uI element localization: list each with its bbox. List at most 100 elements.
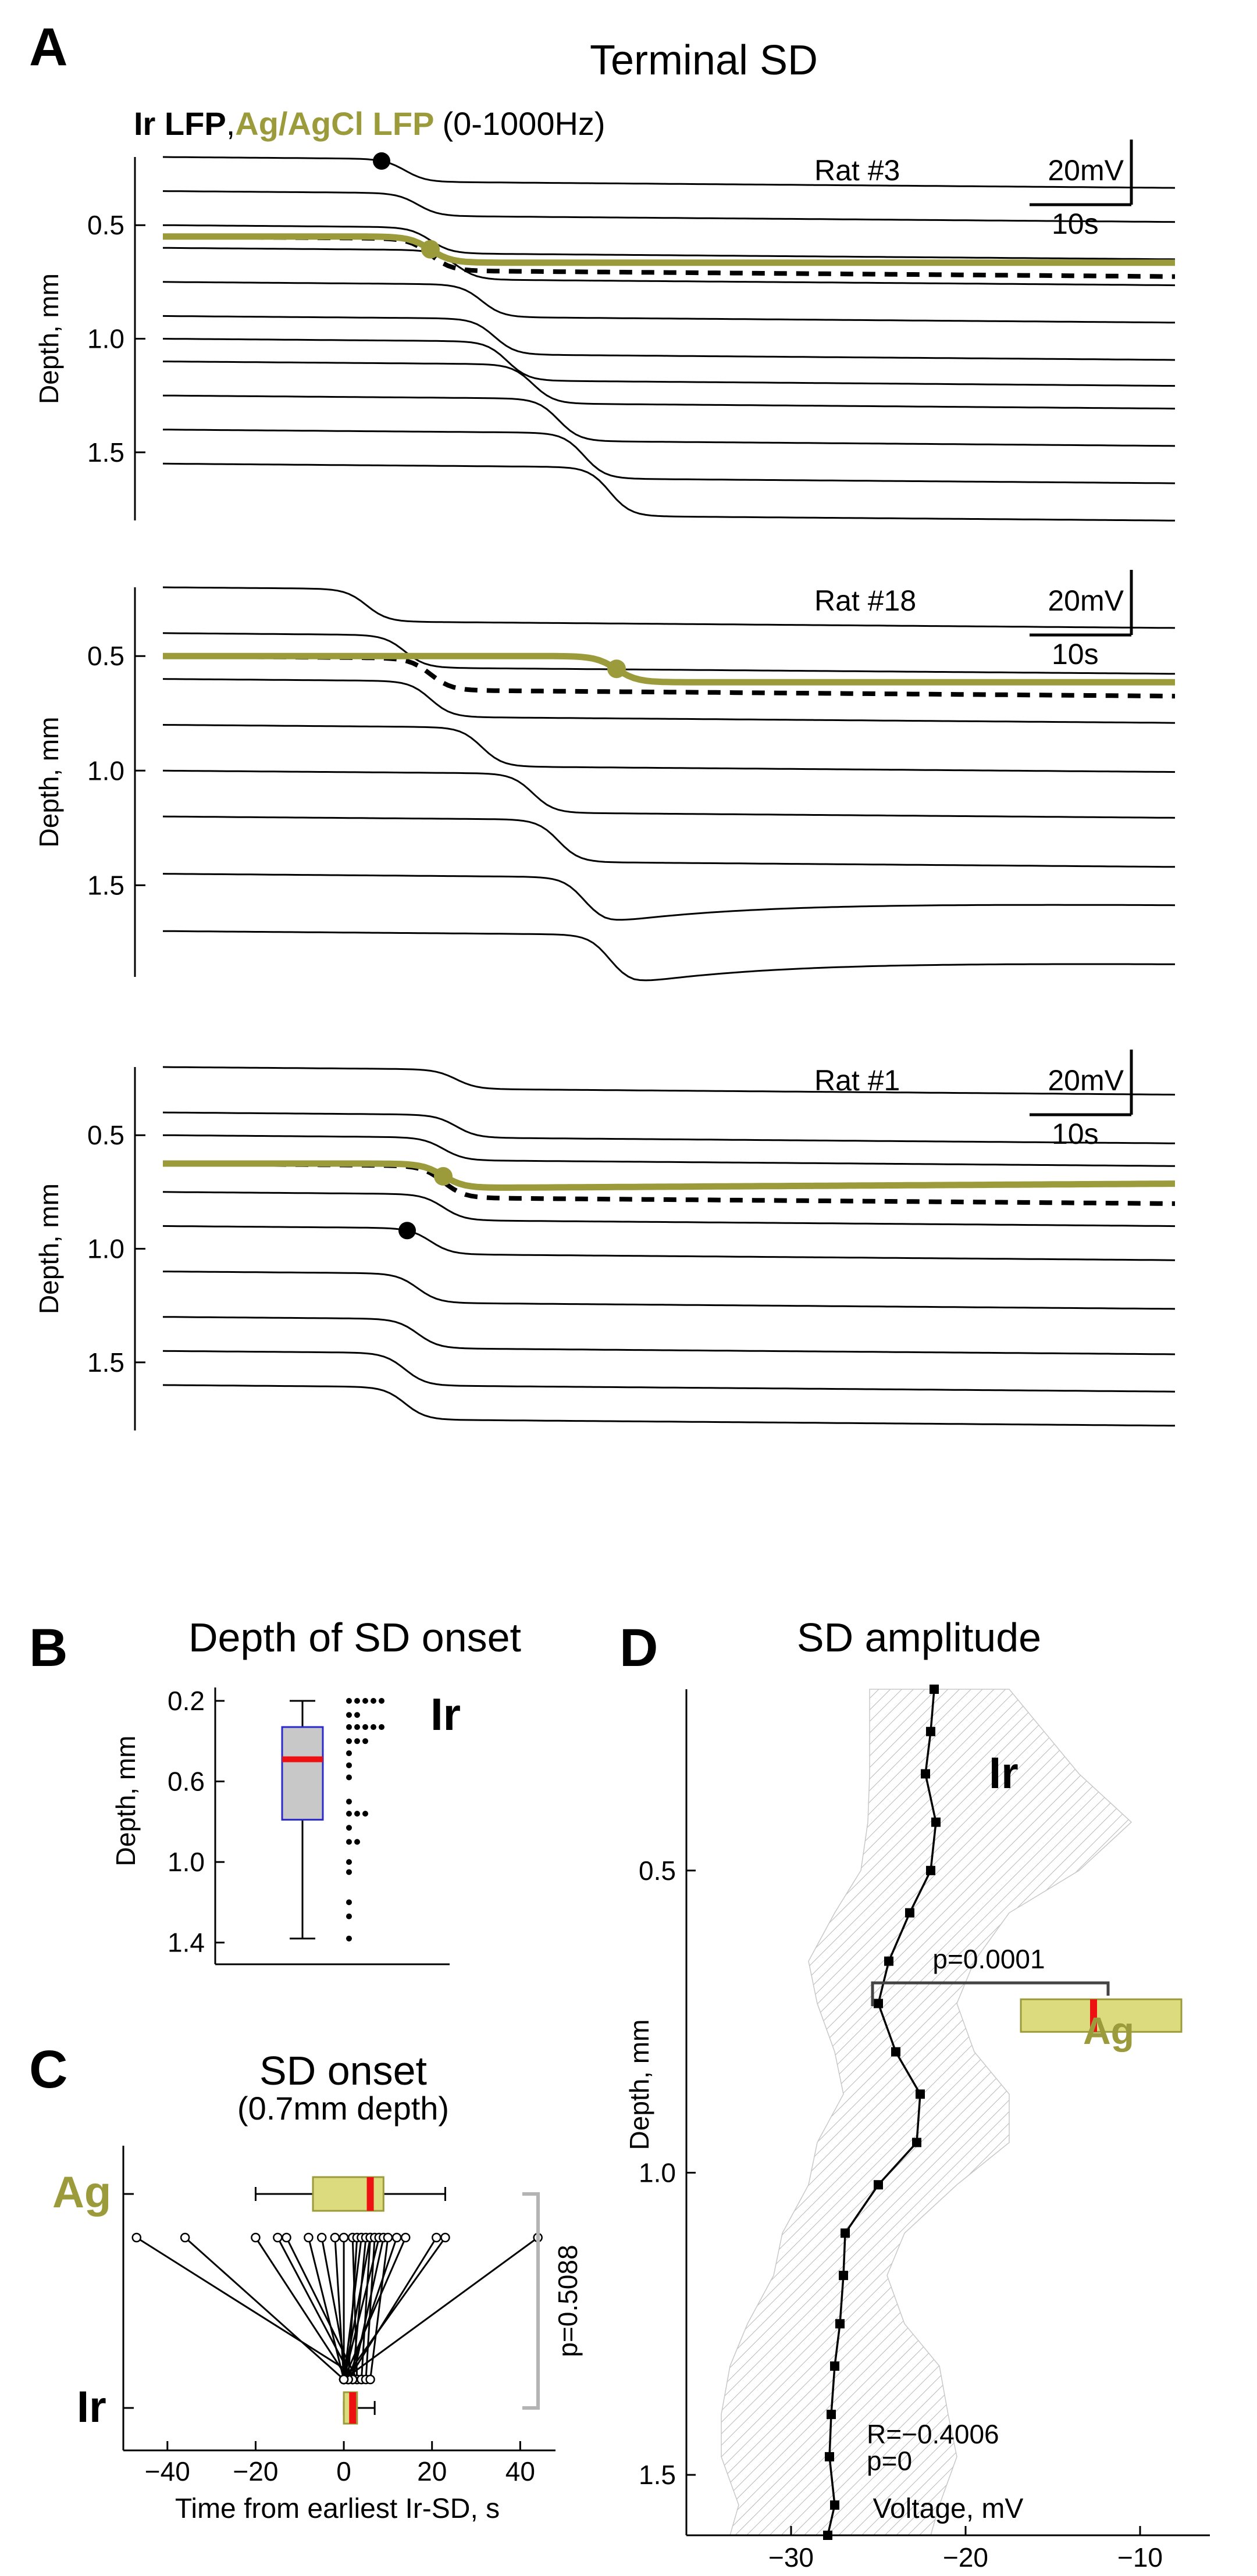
c-ag-point — [316, 2232, 327, 2243]
panel-d-xlabel: Voltage, mV — [873, 2493, 1024, 2524]
d-mean-point — [874, 1999, 883, 2008]
ir-lfp-trace — [162, 338, 1176, 387]
panel-d-ag-box — [1020, 1998, 1183, 2033]
panel-c-title: SD onset — [259, 2048, 427, 2093]
rat-label: Rat #3 — [814, 154, 900, 187]
d-x-tick-label: −30 — [768, 2542, 814, 2573]
ag-onset-marker — [434, 1167, 453, 1186]
d-y-tick-label: 1.0 — [639, 2157, 676, 2188]
panel-a-legend: Ir LFP,Ag/AgCl LFP (0-1000Hz) — [134, 105, 606, 142]
b-point — [346, 1935, 352, 1942]
c-tick-label: 40 — [505, 2456, 535, 2486]
b-point — [346, 1859, 352, 1865]
c-pair-line — [369, 2237, 389, 2380]
depth-tick-label: 1.0 — [87, 755, 124, 786]
panel-c: C SD onset (0.7mm depth) Ag Ir −40 −20 0 20… — [29, 2040, 583, 2524]
subpanel-rat18: 0.5 1.0 1.5 Depth, mm Rat #18 20mV 10s — [34, 570, 1176, 982]
d-mean-point — [891, 2047, 900, 2057]
b-point — [346, 1810, 352, 1817]
depth-tick-label: 0.5 — [87, 210, 124, 240]
b-point — [346, 1762, 352, 1768]
ir-lfp-trace — [163, 247, 1176, 287]
ir-lfp-trace — [162, 156, 1176, 189]
b-point — [346, 1839, 352, 1845]
ir-lfp-trace — [162, 281, 1176, 324]
legend-band: (0-1000Hz) — [442, 105, 605, 142]
b-point — [346, 1698, 352, 1704]
depth-tick-label: 1.5 — [87, 870, 124, 900]
depth-axis-label: Depth, mm — [34, 717, 64, 848]
c-tick-label: −20 — [233, 2456, 278, 2486]
d-mean-point — [931, 1817, 941, 1827]
ir-lfp-trace — [162, 190, 1176, 223]
ir-lfp-dashed-trace — [162, 234, 1175, 279]
c-ag-point — [391, 2232, 402, 2243]
b-point — [371, 1698, 376, 1704]
panel-d-significance-bracket — [871, 1981, 1110, 2006]
ag-lfp-trace — [163, 652, 1175, 686]
d-mean-point — [835, 2319, 845, 2329]
panel-c-subtitle: (0.7mm depth) — [237, 2090, 449, 2127]
b-tick-label: 0.6 — [168, 1767, 205, 1797]
c-pair-line — [343, 2237, 407, 2380]
ir-lfp-trace — [162, 462, 1176, 522]
c-tick-label: 0 — [336, 2456, 351, 2486]
ir-lfp-trace — [162, 315, 1176, 361]
d-mean-point — [884, 1956, 893, 1966]
ir-lfp-trace — [162, 873, 1176, 921]
panel-c-letter: C — [29, 2040, 67, 2099]
legend-ir: Ir LFP — [134, 105, 226, 142]
c-pair — [131, 2232, 366, 2385]
d-mean-point — [839, 2271, 848, 2281]
d-mean-point — [825, 2452, 834, 2461]
b-point — [346, 1738, 352, 1744]
d-ag-box-rect — [1020, 1998, 1183, 2033]
scalebar-time-label: 10s — [1052, 208, 1099, 240]
b-box — [281, 1726, 324, 1821]
b-point — [354, 1712, 360, 1718]
ir-lfp-trace — [162, 678, 1176, 724]
depth-axis-label: Depth, mm — [34, 1183, 64, 1314]
panel-b: B Depth of SD onset Ir Depth, mm 0.2 0.6 1… — [29, 1615, 521, 1965]
panel-d-stat-r: R=−0.4006 — [867, 2419, 999, 2449]
ir-lfp-trace — [163, 394, 1176, 447]
c-pair-line — [334, 2237, 345, 2380]
b-point — [379, 1724, 384, 1731]
d-y-tick-label: 0.5 — [639, 1856, 676, 1886]
c-pair-line — [255, 2237, 349, 2380]
ir-lfp-trace — [162, 224, 1176, 261]
panel-a: A Terminal SD Ir LFP,Ag/AgCl LFP (0-1000H… — [29, 17, 1176, 1430]
depth-axis-label: Depth, mm — [34, 273, 64, 404]
d-mean-point — [912, 2138, 921, 2147]
panel-c-label-ag: Ag — [52, 2168, 111, 2217]
b-point — [354, 1810, 360, 1817]
ir-lfp-trace — [162, 1134, 1176, 1167]
c-ag-point — [131, 2232, 141, 2243]
ir-lfp-trace — [162, 1111, 1175, 1144]
panel-c-x-ticks: −40 −20 0 20 40 — [145, 2441, 535, 2486]
b-tick-label: 0.2 — [168, 1686, 205, 1716]
c-ag-point — [400, 2232, 411, 2243]
ir-lfp-dashed-trace — [162, 1161, 1175, 1206]
ir-lfp-trace — [163, 361, 1176, 410]
depth-tick-label: 1.0 — [87, 1234, 124, 1264]
panel-d-ticks: −30 −20 −10 0.5 1.0 1.5 — [639, 1856, 1163, 2573]
b-point — [346, 1899, 352, 1906]
ir-lfp-trace — [162, 930, 1176, 982]
b-tick-label: 1.4 — [168, 1928, 205, 1958]
scalebar-voltage-label: 20mV — [1048, 584, 1124, 617]
panel-c-boxplots — [254, 2176, 446, 2425]
sd-onset-marker — [373, 152, 390, 170]
d-y-tick-label: 1.5 — [639, 2460, 676, 2490]
b-point — [362, 1724, 368, 1731]
panel-c-pvalue: p=0.5088 — [553, 2245, 583, 2357]
c-tick-label: 20 — [417, 2456, 447, 2486]
c-pair-line — [343, 2236, 539, 2381]
c-ag-point — [432, 2232, 441, 2243]
d-x-tick-label: −20 — [943, 2542, 988, 2573]
c-ag-point — [440, 2232, 450, 2243]
panel-c-xlabel: Time from earliest Ir-SD, s — [175, 2493, 500, 2524]
panel-d: D SD amplitude Depth, mm −30 −20 −10 0.5 1.0… — [619, 1615, 1210, 2573]
b-tick-label: 1.0 — [168, 1847, 205, 1877]
scalebar-time-label: 10s — [1052, 638, 1099, 670]
